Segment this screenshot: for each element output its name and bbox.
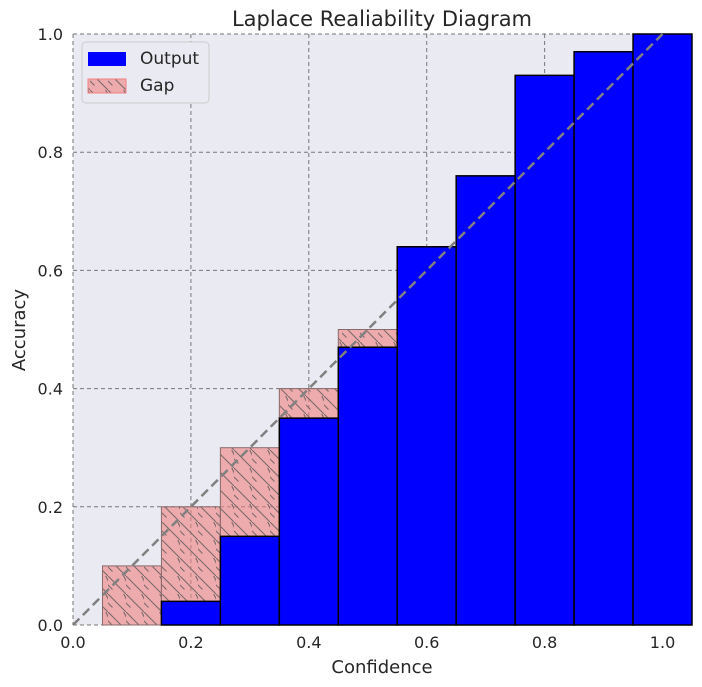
x-tick-label: 0.2 bbox=[178, 633, 203, 652]
x-tick-label: 0.0 bbox=[60, 633, 85, 652]
output-bar bbox=[455, 175, 516, 626]
y-tick-label: 0.4 bbox=[38, 380, 63, 399]
y-tick-label: 0.2 bbox=[38, 498, 63, 517]
output-bar bbox=[396, 246, 457, 626]
output-bars bbox=[160, 33, 693, 626]
output-bar bbox=[278, 417, 340, 626]
chart-title: Laplace Realiability Diagram bbox=[232, 7, 532, 31]
output-bar bbox=[632, 33, 693, 626]
output-bar bbox=[514, 74, 575, 626]
y-axis-label: Accuracy bbox=[9, 289, 30, 372]
y-tick-labels: 0.0 0.2 0.4 0.6 0.8 1.0 bbox=[38, 25, 63, 635]
x-tick-label: 1.0 bbox=[650, 633, 675, 652]
x-tick-labels: 0.0 0.2 0.4 0.6 0.8 1.0 bbox=[60, 633, 675, 652]
x-tick-label: 0.8 bbox=[532, 633, 557, 652]
output-bar bbox=[219, 535, 281, 626]
output-bar bbox=[573, 50, 634, 626]
legend-swatch-output bbox=[88, 52, 126, 66]
x-tick-label: 0.4 bbox=[296, 633, 321, 652]
x-axis-label: Confidence bbox=[331, 657, 432, 678]
y-tick-label: 0.8 bbox=[38, 143, 63, 162]
legend-label-gap: Gap bbox=[140, 76, 174, 96]
y-tick-label: 1.0 bbox=[38, 25, 63, 44]
legend-swatch-gap-hatch bbox=[87, 78, 127, 94]
y-tick-label: 0.0 bbox=[38, 616, 63, 635]
y-tick-label: 0.6 bbox=[38, 261, 63, 280]
output-bar bbox=[160, 600, 222, 626]
output-bar bbox=[337, 346, 398, 626]
x-tick-label: 0.6 bbox=[414, 633, 439, 652]
gap-bar-hatch bbox=[101, 565, 162, 626]
legend-label-output: Output bbox=[140, 49, 199, 69]
legend: Output Gap bbox=[81, 41, 210, 104]
